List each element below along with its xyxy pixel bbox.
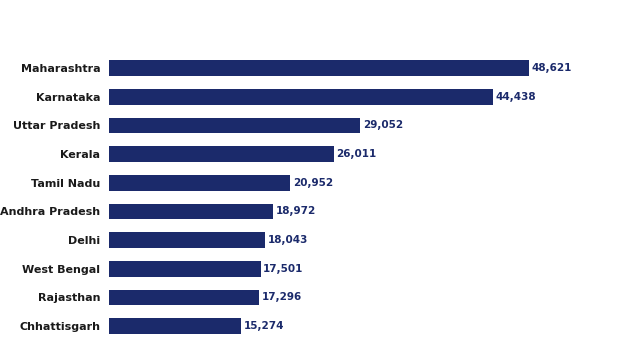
Bar (109, 261, 261, 277)
Bar (109, 146, 334, 162)
Text: 44,438: 44,438 (496, 92, 536, 102)
Text: 17,501: 17,501 (263, 264, 304, 274)
Bar (109, 118, 360, 133)
Text: 18,043: 18,043 (268, 235, 308, 245)
Text: 20,952: 20,952 (293, 178, 333, 188)
Text: 17,296: 17,296 (261, 292, 302, 303)
Bar (109, 232, 265, 248)
Bar (109, 175, 291, 191)
Text: 48,621: 48,621 (532, 63, 572, 73)
Bar (109, 290, 259, 305)
Bar (109, 89, 493, 105)
Text: 29,052: 29,052 (363, 120, 403, 130)
Text: 15,274: 15,274 (244, 321, 284, 331)
Bar (109, 318, 241, 334)
Bar (109, 204, 273, 219)
Text: 26,011: 26,011 (337, 149, 377, 159)
Text: 18,972: 18,972 (276, 206, 316, 217)
Text: Cases in last 24 hours: Cases in last 24 hours (250, 77, 388, 87)
Text: 72% of new cases reported in 10 States: 72% of new cases reported in 10 States (78, 15, 547, 35)
Bar (109, 60, 529, 76)
